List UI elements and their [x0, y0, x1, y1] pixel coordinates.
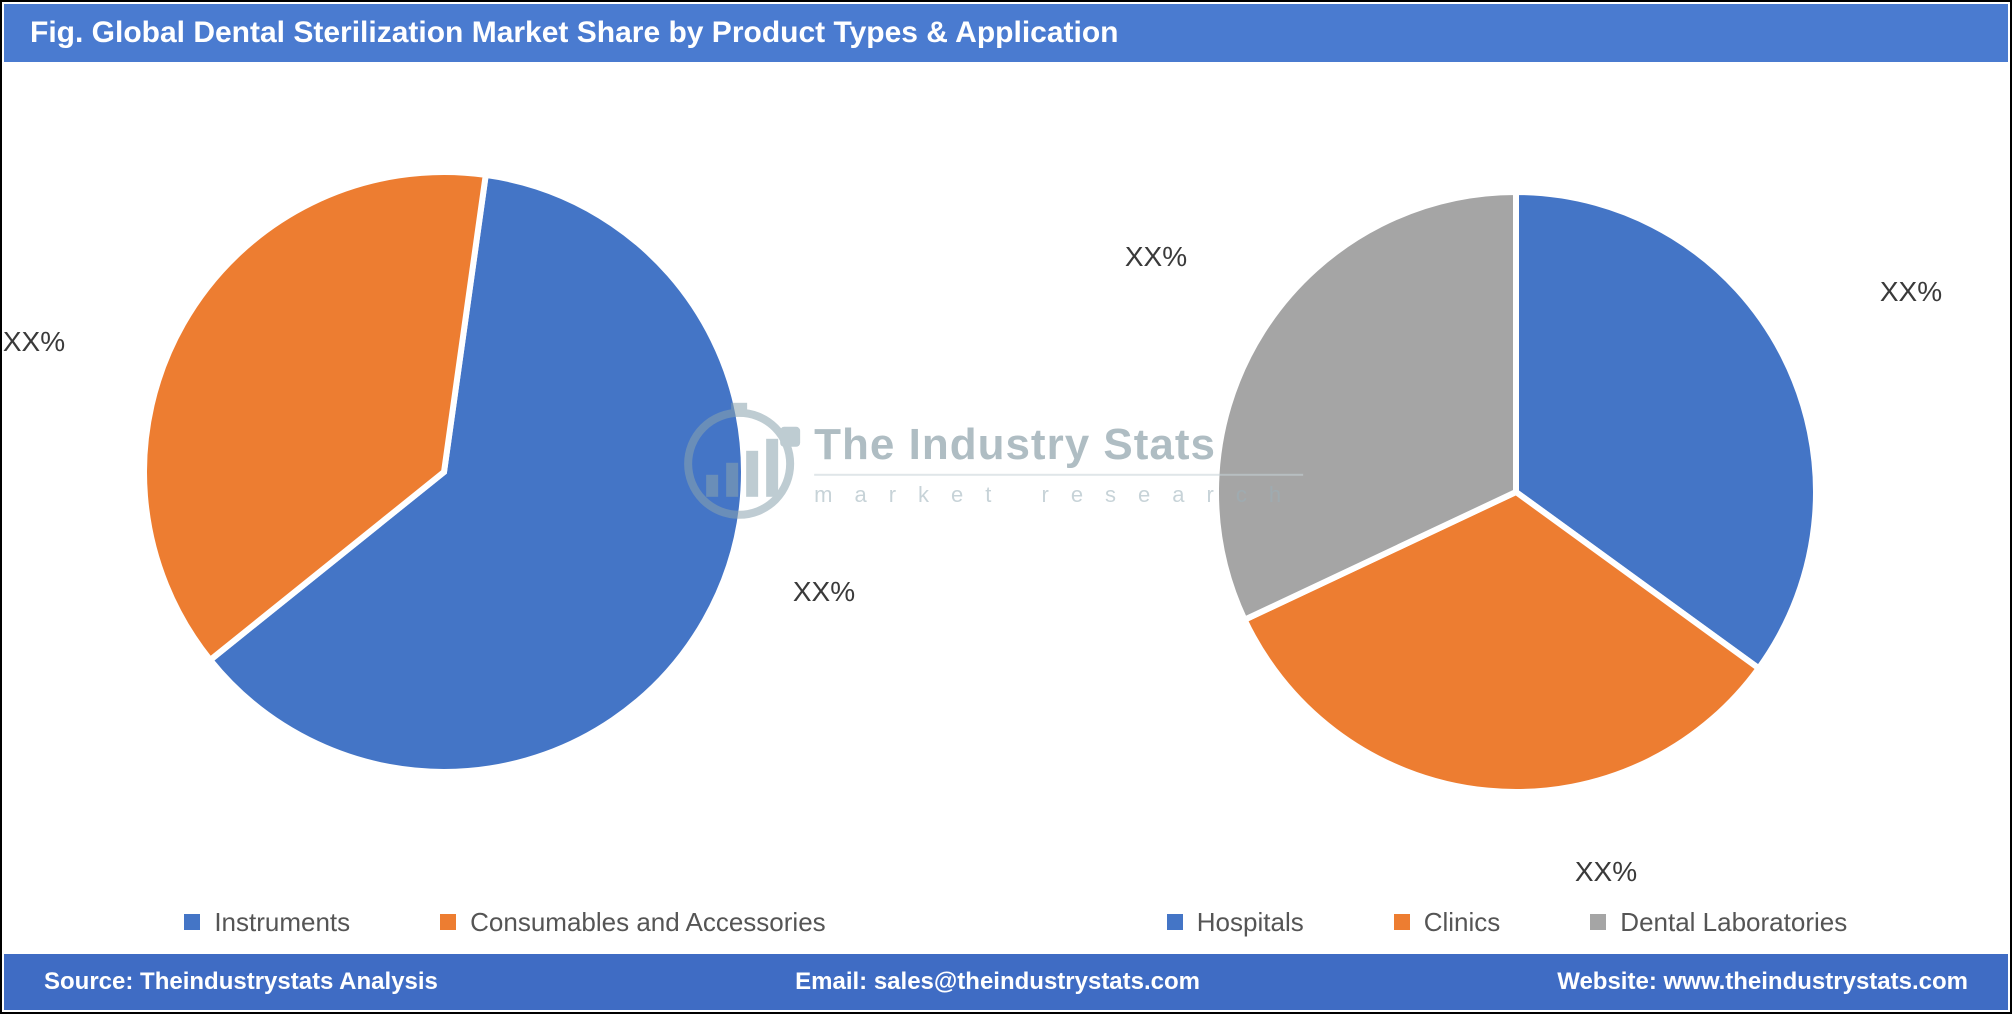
legend-label: Clinics [1424, 907, 1501, 938]
charts-area: XX%XX% XX%XX%XX% The Industry Stats mark… [4, 62, 2008, 892]
legend-item: Hospitals [1167, 907, 1304, 938]
legend-swatch-icon [1590, 914, 1606, 930]
legend-label: Hospitals [1197, 907, 1304, 938]
footer-source-value: Theindustrystats Analysis [140, 968, 438, 995]
legend-row: Instruments Consumables and Accessories H… [4, 894, 2008, 950]
footer-email-value: sales@theindustrystats.com [874, 968, 1200, 995]
pie-slice-label: XX% [1575, 856, 1637, 888]
figure-title: Fig. Global Dental Sterilization Market … [30, 16, 1119, 50]
footer-email: Email: sales@theindustrystats.com [795, 968, 1200, 996]
footer-bar: Source: Theindustrystats Analysis Email:… [4, 954, 2008, 1010]
footer-website: Website: www.theindustrystats.com [1557, 968, 1968, 996]
pie-chart-product-types: XX% XX% [4, 62, 1006, 892]
footer-website-value: www.theindustrystats.com [1663, 968, 1968, 995]
header-bar: Fig. Global Dental Sterilization Market … [4, 4, 2008, 62]
pie-slice-label: XX% [1880, 276, 1942, 308]
legend-swatch-icon [1167, 914, 1183, 930]
legend-swatch-icon [440, 914, 456, 930]
footer-source-label: Source: [44, 968, 133, 995]
legend-swatch-icon [1394, 914, 1410, 930]
footer-website-label: Website: [1557, 968, 1657, 995]
legend-item: Clinics [1394, 907, 1501, 938]
legend-swatch-icon [184, 914, 200, 930]
pie-slice-label: XX% [793, 576, 855, 608]
footer-email-label: Email: [795, 968, 867, 995]
legend-application: Hospitals Clinics Dental Laboratories [1006, 894, 2008, 950]
footer-source: Source: Theindustrystats Analysis [44, 968, 438, 996]
legend-label: Consumables and Accessories [470, 907, 826, 938]
pie-chart-application: XX% XX% XX% [1006, 62, 2008, 892]
legend-label: Dental Laboratories [1620, 907, 1847, 938]
legend-item: Instruments [184, 907, 350, 938]
legend-item: Dental Laboratories [1590, 907, 1847, 938]
legend-product-types: Instruments Consumables and Accessories [4, 894, 1006, 950]
figure-frame: Fig. Global Dental Sterilization Market … [0, 0, 2012, 1014]
pie-slice-label: XX% [1125, 241, 1187, 273]
legend-label: Instruments [214, 907, 350, 938]
pie-slice-label: XX% [3, 326, 65, 358]
legend-item: Consumables and Accessories [440, 907, 826, 938]
